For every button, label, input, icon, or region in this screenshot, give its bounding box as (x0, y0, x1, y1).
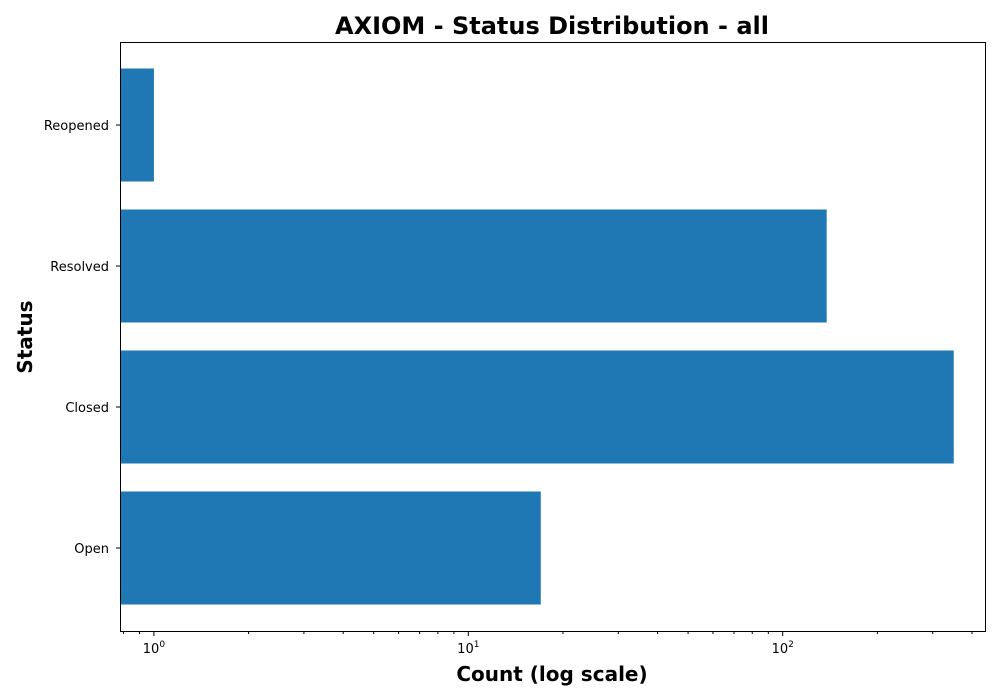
chart-title: AXIOM - Status Distribution - all (335, 12, 769, 40)
x-tick-label-2: 102 (772, 640, 794, 657)
y-tick-label-open: Open (74, 542, 109, 557)
bar-reopened (120, 68, 154, 182)
x-tick-label-1: 101 (457, 640, 479, 657)
bar-group (120, 68, 954, 605)
bar-closed (120, 350, 954, 464)
y-tick-label-reopened: Reopened (44, 119, 109, 134)
y-axis: Open Closed Resolved Reopened (44, 119, 120, 557)
y-axis-label: Status (13, 300, 37, 373)
plot-frame (120, 42, 986, 632)
x-axis: 100 101 102 (122, 631, 973, 657)
x-tick-label-0: 100 (143, 640, 166, 657)
y-tick-label-closed: Closed (65, 401, 109, 416)
bar-open (120, 491, 541, 605)
bar-resolved (120, 209, 827, 323)
x-axis-label: Count (log scale) (456, 662, 647, 686)
y-tick-label-resolved: Resolved (50, 260, 109, 275)
